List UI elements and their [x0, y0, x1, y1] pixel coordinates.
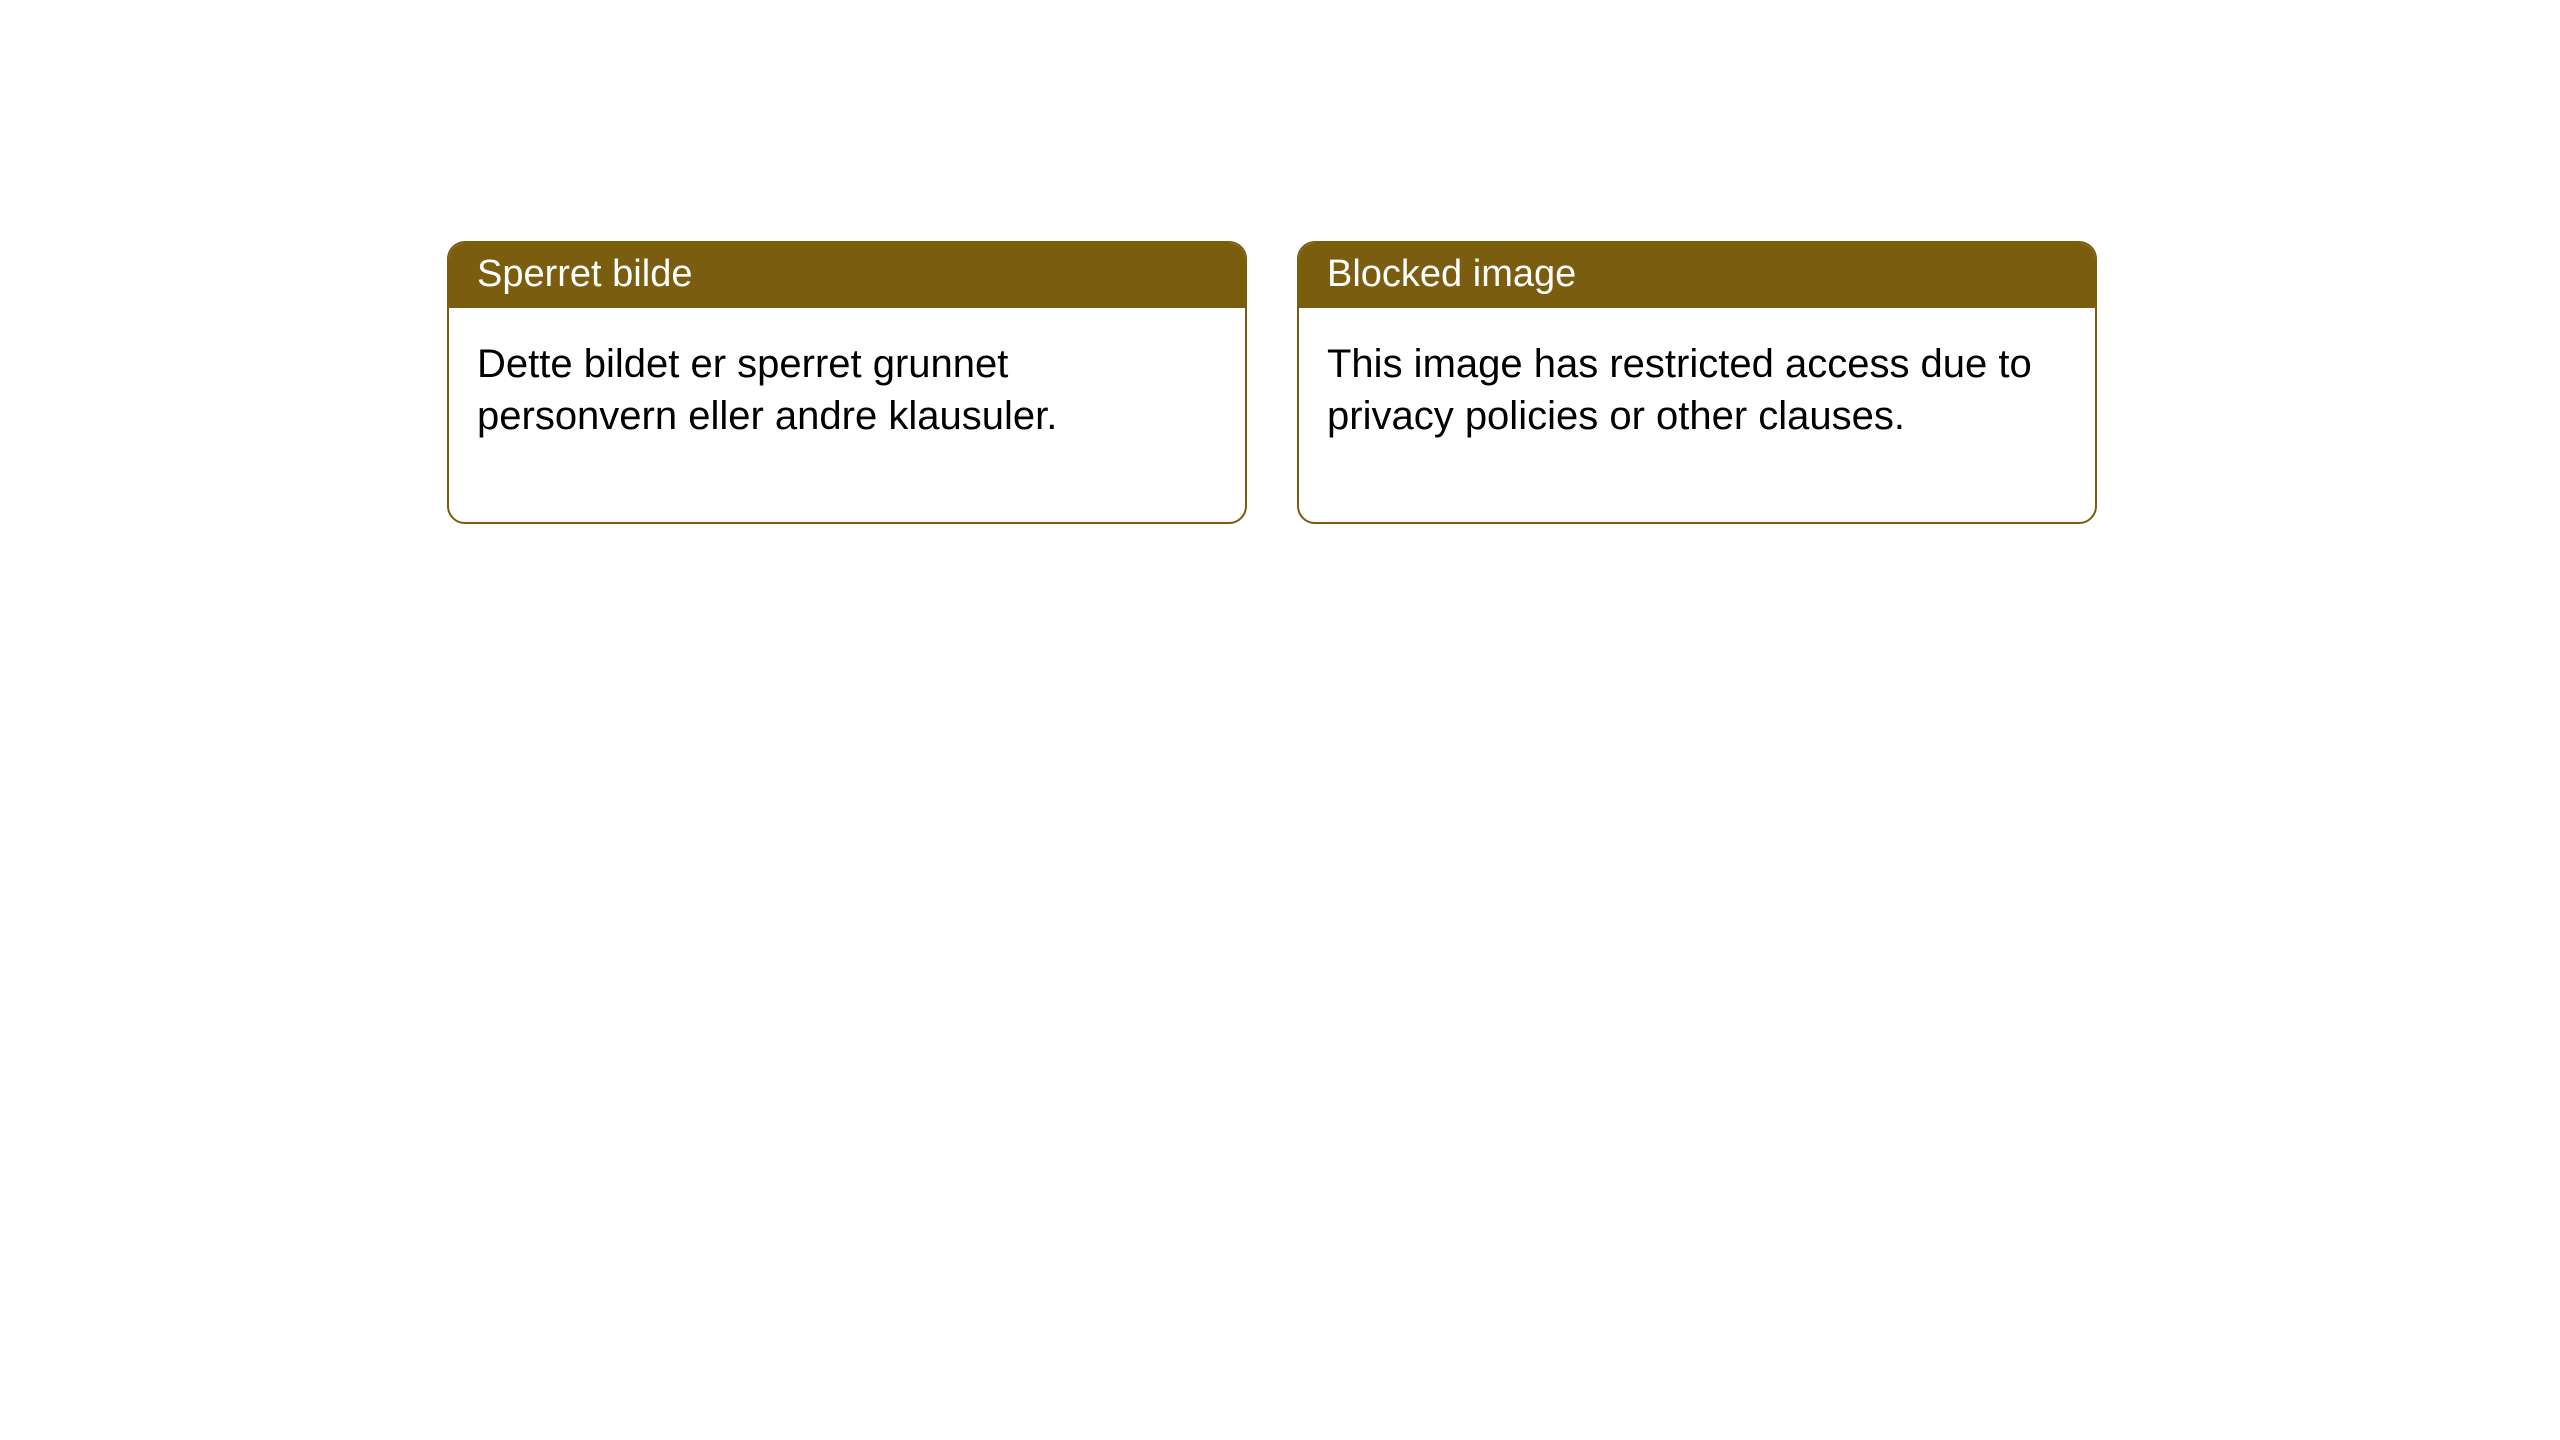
- notice-body-english: This image has restricted access due to …: [1299, 308, 2095, 522]
- notice-header-norwegian: Sperret bilde: [449, 243, 1245, 308]
- notice-card-norwegian: Sperret bilde Dette bildet er sperret gr…: [447, 241, 1247, 524]
- notice-container: Sperret bilde Dette bildet er sperret gr…: [0, 0, 2560, 524]
- notice-header-english: Blocked image: [1299, 243, 2095, 308]
- notice-card-english: Blocked image This image has restricted …: [1297, 241, 2097, 524]
- notice-body-norwegian: Dette bildet er sperret grunnet personve…: [449, 308, 1245, 522]
